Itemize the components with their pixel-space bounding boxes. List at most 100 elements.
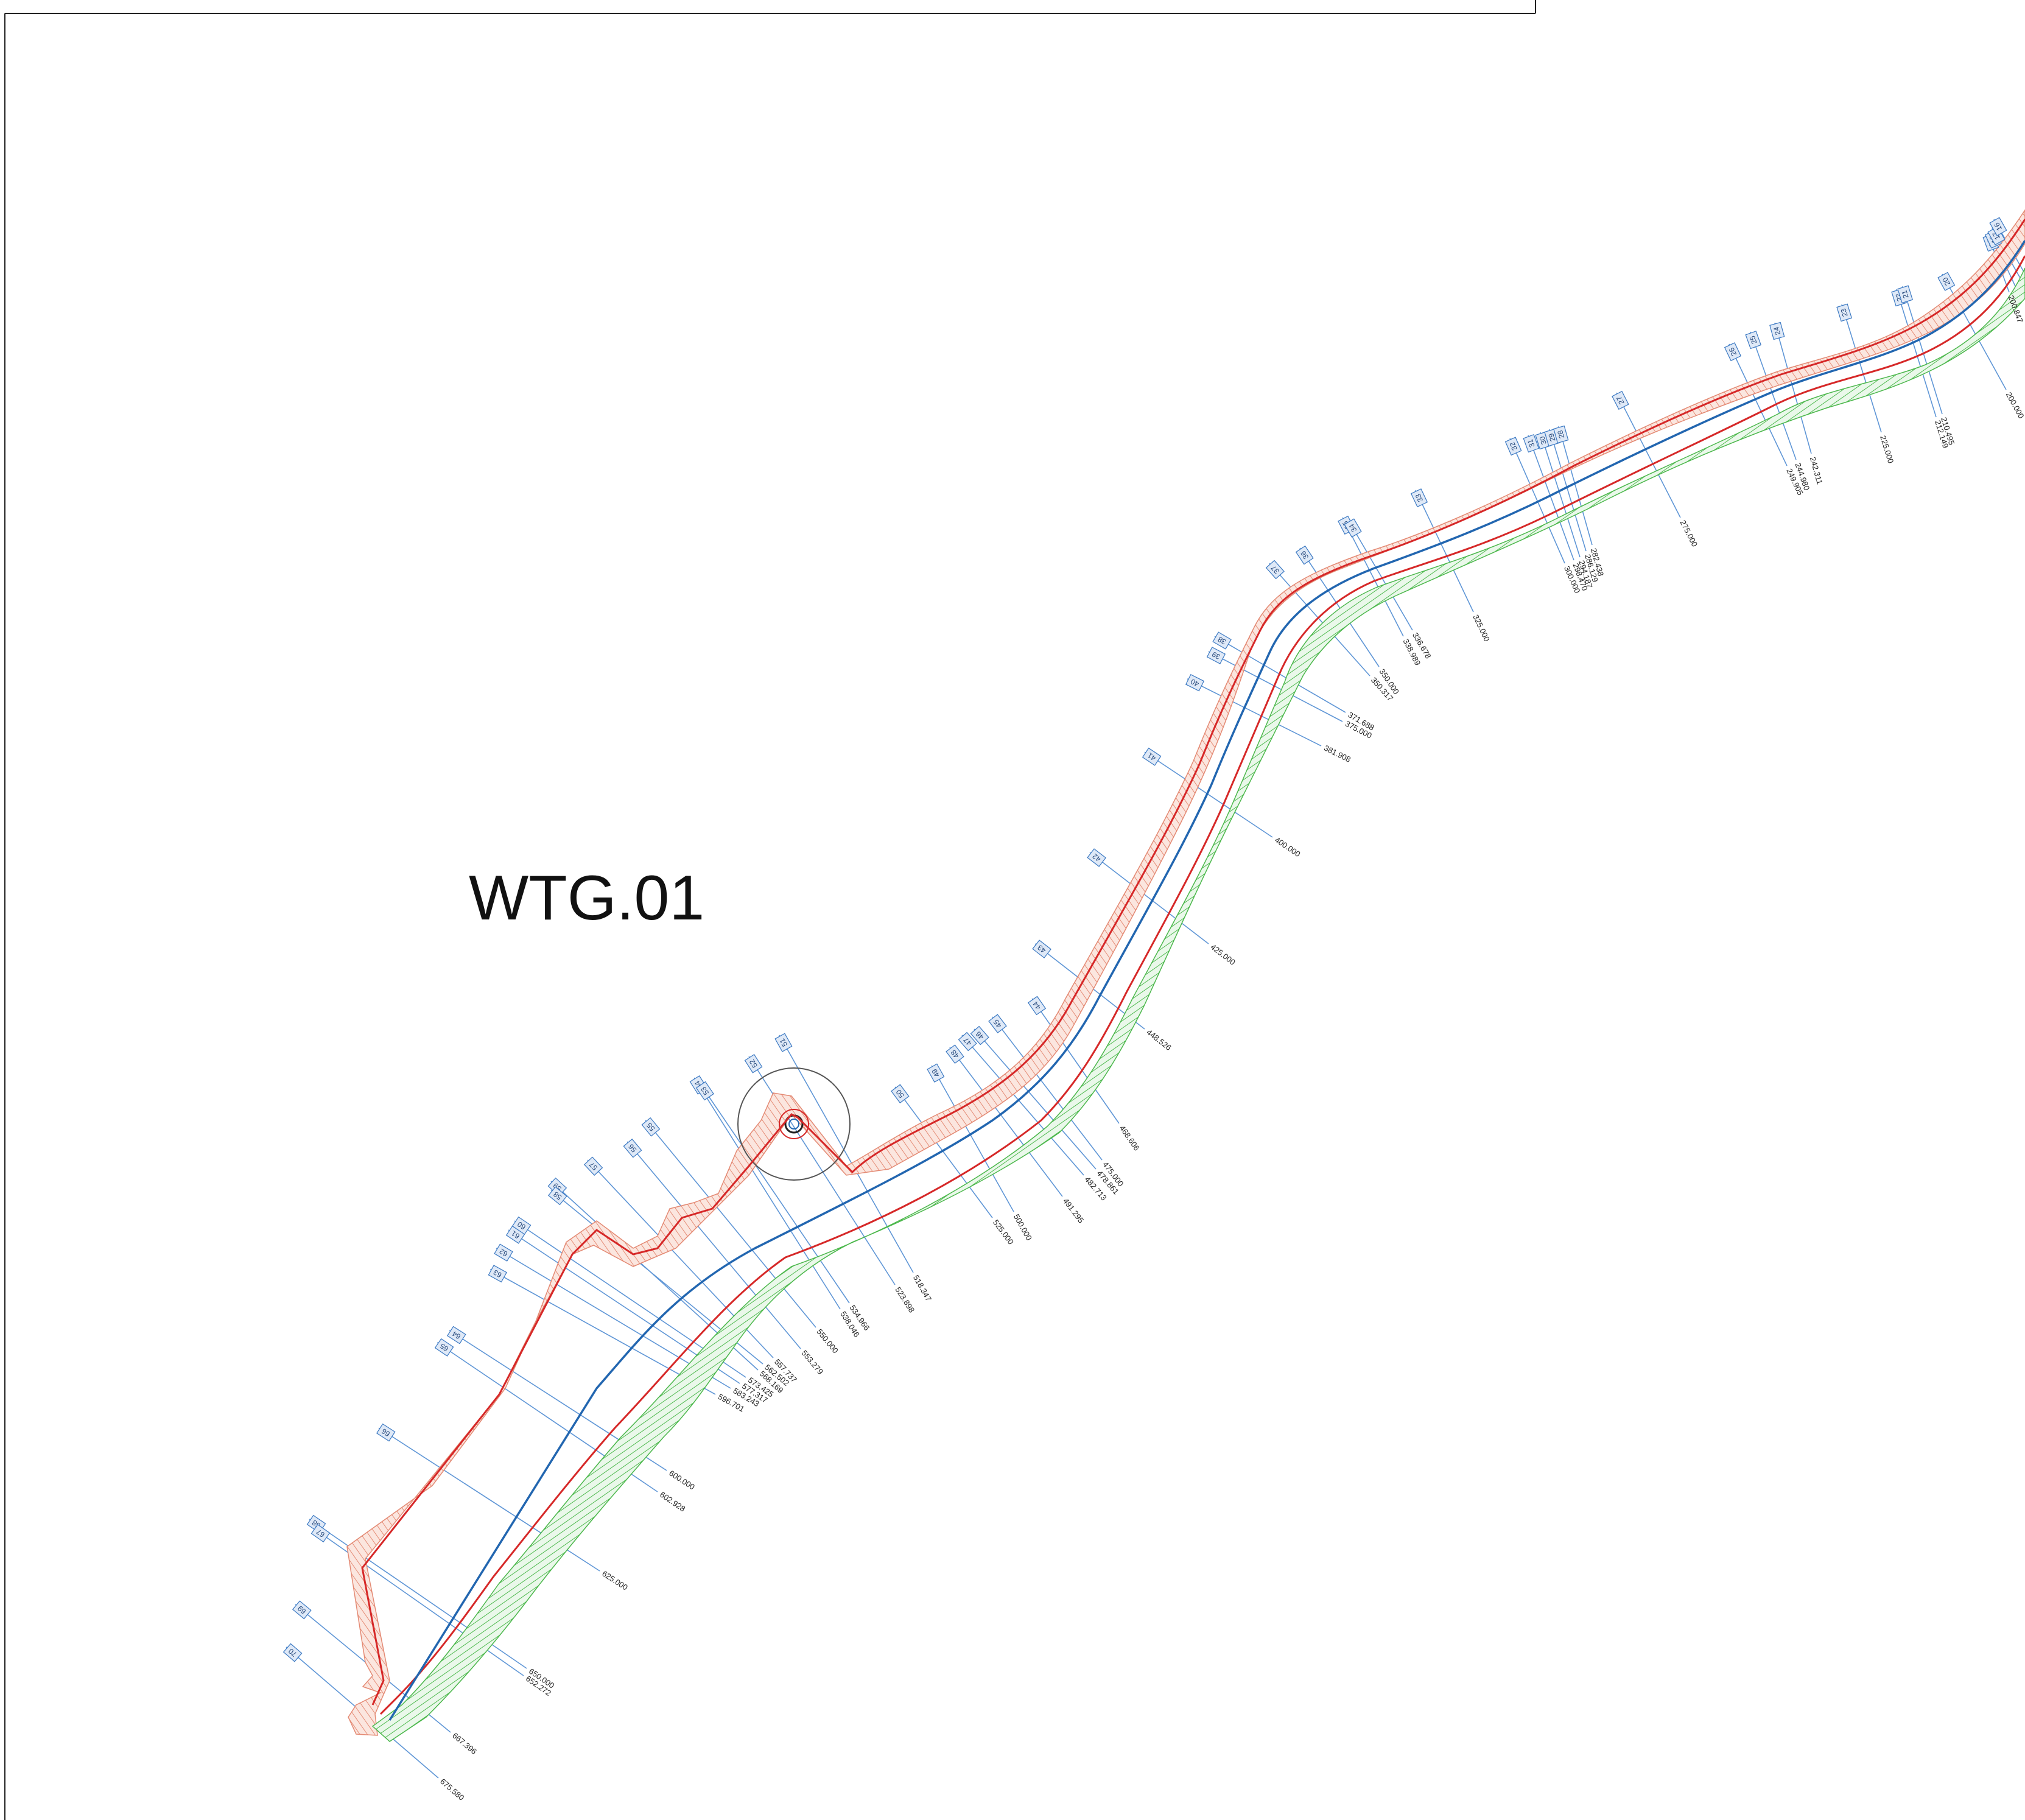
chainage-value: 523.898 [893, 1285, 916, 1315]
section-line-26 [1728, 343, 1788, 466]
section-number: 34 [1347, 522, 1358, 534]
section-tag-20: 20 [1937, 272, 1956, 291]
chainage-value: 525.000 [991, 1218, 1016, 1246]
chainage-value: 400.000 [1273, 835, 1302, 859]
section-tag-27: 27 [1612, 390, 1629, 410]
section-tag-16: 16 [1989, 217, 2007, 236]
section-tag-26: 26 [1724, 342, 1742, 362]
section-line-28 [1558, 426, 1593, 546]
chainage-label-44: 468.606 [1118, 1123, 1142, 1152]
section-number: 29 [1546, 432, 1557, 443]
section-line-21 [1902, 286, 1943, 415]
section-line-48 [949, 1047, 1063, 1197]
section-line-42 [1089, 852, 1209, 944]
road-centerline [388, 240, 2025, 1721]
section-line-20 [1942, 273, 2007, 390]
section-line-47 [961, 1035, 1084, 1176]
section-tag-63: 63 [488, 1265, 507, 1283]
chainage-label-64: 600.000 [667, 1469, 697, 1492]
chainage-value: 667.396 [451, 1731, 479, 1756]
chainage-label-23: 225.000 [1878, 434, 1895, 464]
section-line-51 [779, 1035, 914, 1273]
chainage-label-40: 381.908 [1322, 743, 1352, 764]
section-number: 23 [1839, 307, 1849, 318]
section-number: 20 [1940, 276, 1952, 287]
section-tag-56: 56 [623, 1138, 642, 1158]
section-line-54 [693, 1077, 841, 1310]
section-line-22 [1896, 289, 1937, 418]
section-tag-38: 38 [1212, 631, 1232, 650]
section-tag-31: 31 [1523, 434, 1540, 453]
section-number: 51 [777, 1037, 789, 1049]
section-number: 16 [1992, 221, 2004, 233]
section-line-37 [1269, 563, 1370, 676]
section-line-36 [1299, 547, 1380, 667]
section-tag-55: 55 [641, 1117, 661, 1137]
chainage-value: 225.000 [1878, 434, 1895, 464]
section-number: 24 [1772, 326, 1782, 336]
section-tag-41: 41 [1142, 747, 1162, 766]
chainage-label-43: 448.526 [1145, 1027, 1173, 1052]
section-line-24 [1774, 322, 1812, 454]
section-tag-62: 62 [494, 1243, 513, 1262]
section-tag-21: 21 [1897, 285, 1914, 304]
chainage-label-24: 242.311 [1808, 456, 1825, 485]
section-line-27 [1616, 392, 1681, 518]
section-tag-46: 46 [970, 1025, 989, 1045]
section-tag-45: 45 [988, 1014, 1007, 1033]
section-tag-53: 53 [695, 1081, 714, 1101]
section-line-34 [1348, 520, 1413, 631]
section-tag-60: 60 [511, 1216, 532, 1235]
chainage-label-55: 550.000 [815, 1327, 840, 1355]
section-number: 25 [1748, 334, 1759, 345]
section-tag-48: 48 [946, 1044, 964, 1064]
section-line-30 [1540, 432, 1581, 558]
fill-slope-hatch [371, 267, 2025, 1742]
section-tag-64: 64 [446, 1326, 466, 1344]
chainage-label-42: 425.000 [1209, 942, 1237, 967]
chainage-value: 468.606 [1118, 1123, 1142, 1152]
section-number: 38 [1216, 634, 1228, 646]
section-line-45 [992, 1016, 1103, 1161]
section-tag-49: 49 [927, 1063, 945, 1083]
section-line-41 [1144, 751, 1273, 838]
section-tag-59: 59 [547, 1177, 567, 1197]
chainage-value: 625.000 [600, 1569, 630, 1592]
section-tag-42: 42 [1087, 848, 1106, 867]
section-line-53 [700, 1083, 850, 1304]
road-edge-left [361, 219, 2025, 1706]
section-tag-58: 58 [548, 1186, 567, 1206]
chainage-value: 602.928 [658, 1490, 687, 1514]
section-number: 63 [492, 1268, 504, 1279]
chainage-value: 242.311 [1808, 456, 1825, 485]
section-tag-33: 33 [1410, 488, 1428, 508]
section-line-55 [645, 1120, 816, 1328]
section-line-29 [1549, 429, 1587, 552]
chainage-label-33: 325.000 [1471, 613, 1492, 643]
turning-circle [737, 1067, 851, 1181]
chainage-label-41: 400.000 [1273, 835, 1302, 859]
chainage-value: 675.580 [438, 1777, 466, 1802]
chainage-label-50: 525.000 [991, 1218, 1016, 1246]
section-line-49 [931, 1065, 1014, 1212]
section-number: 30 [1537, 435, 1548, 446]
chainage-value: 448.526 [1145, 1027, 1173, 1052]
section-tag-51: 51 [774, 1033, 793, 1052]
chainage-value: 200.000 [2004, 390, 2025, 420]
section-tag-37: 37 [1265, 560, 1285, 580]
chainage-value: 500.000 [1012, 1212, 1034, 1242]
chainage-value: 381.908 [1322, 743, 1352, 764]
chainage-label-27: 275.000 [1679, 519, 1700, 549]
chainage-value: 491.295 [1061, 1196, 1086, 1225]
chainage-label-69: 667.396 [451, 1731, 479, 1756]
section-number: 31 [1526, 438, 1537, 449]
section-line-31 [1528, 435, 1574, 561]
section-line-39 [1208, 651, 1343, 722]
section-line-50 [894, 1086, 993, 1218]
section-line-35 [1342, 517, 1404, 637]
section-line-46 [974, 1028, 1097, 1170]
chainage-label-49: 500.000 [1012, 1212, 1034, 1242]
chainage-label-48: 491.295 [1061, 1196, 1086, 1225]
section-line-23 [1841, 304, 1882, 433]
